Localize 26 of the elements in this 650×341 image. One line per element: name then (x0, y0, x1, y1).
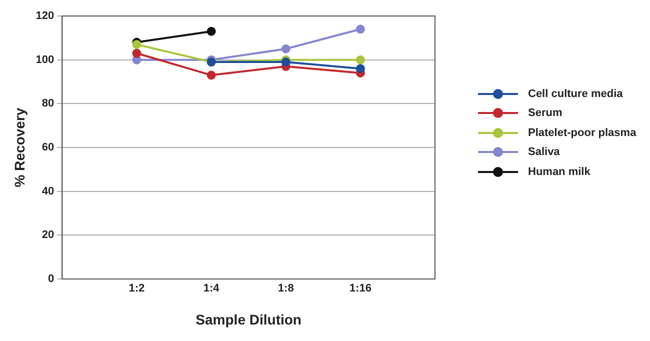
legend-label: Serum (528, 107, 562, 120)
x-tick-label: 1:8 (278, 282, 294, 295)
legend-label: Saliva (528, 146, 560, 158)
y-tick-label: 120 (36, 10, 54, 22)
legend-label: Platelet-poor plasma (528, 126, 636, 139)
x-tick-label: 1:2 (128, 282, 145, 295)
y-tick-label: 80 (42, 98, 54, 110)
y-tick-label: 60 (42, 142, 54, 154)
point (206, 26, 216, 36)
y-axis-title: % Recovery (11, 108, 28, 188)
point (356, 64, 365, 74)
legend-label: Cell culture media (528, 88, 623, 100)
legend-label: Human milk (528, 166, 590, 178)
y-tick-label: 40 (42, 185, 54, 198)
y-tick-label: 20 (42, 229, 54, 242)
point (356, 24, 365, 34)
y-tick-label: 0 (48, 273, 54, 286)
x-tick-label: 1:16 (349, 282, 372, 295)
x-axis-title: Sample Dilution (196, 311, 302, 328)
point (356, 55, 365, 64)
point (281, 58, 290, 67)
point (281, 44, 290, 54)
x-tick-label: 1:4 (203, 282, 220, 295)
point (132, 48, 142, 58)
point (206, 70, 216, 80)
y-tick-label: 100 (36, 54, 54, 66)
